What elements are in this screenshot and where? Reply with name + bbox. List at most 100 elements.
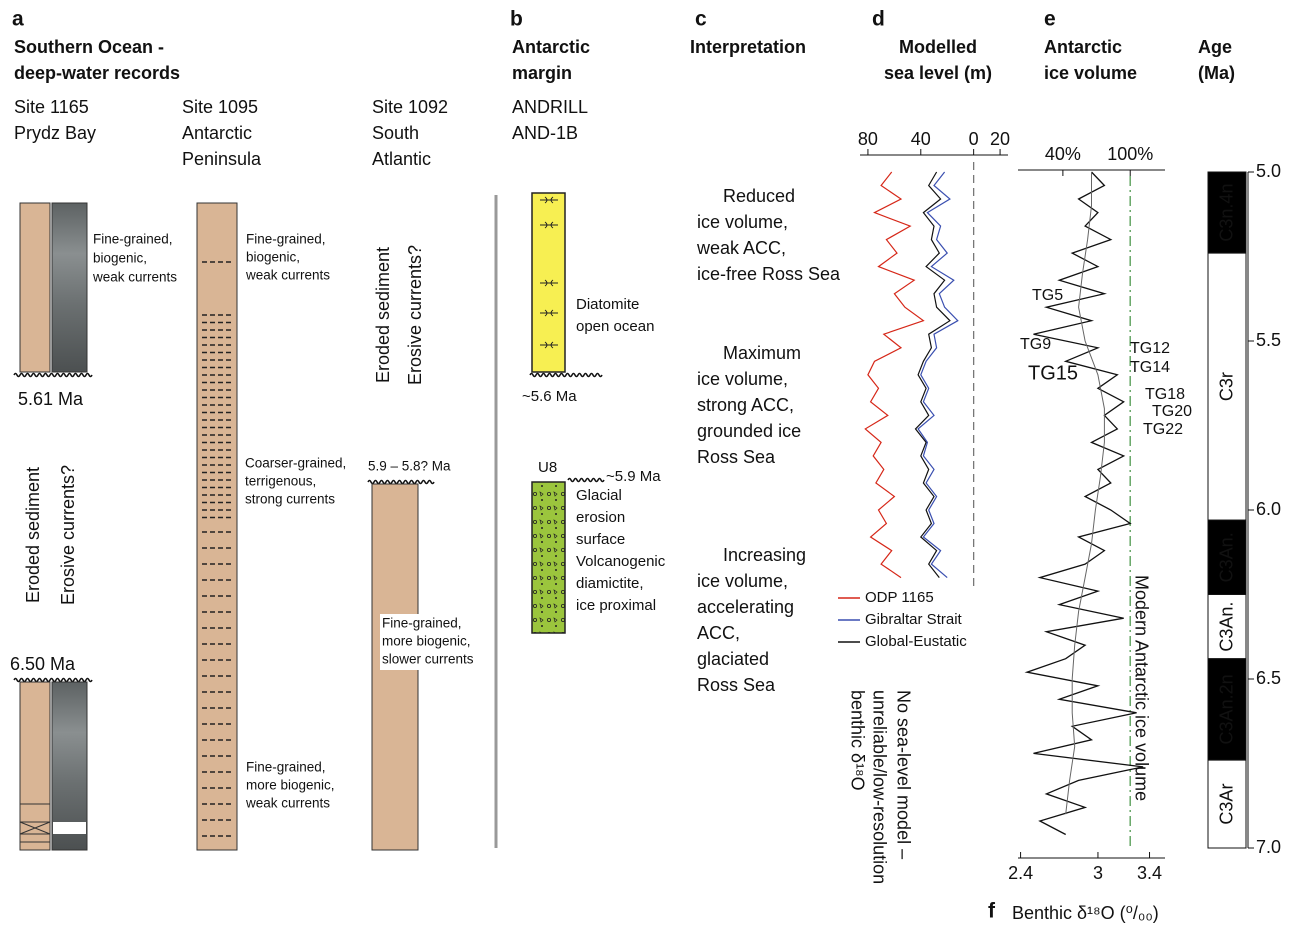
note: No sea-level model – <box>893 690 913 859</box>
core-column <box>196 202 238 851</box>
chron-label: C3An. <box>1217 532 1237 582</box>
chron-label: C3Ar <box>1217 784 1237 825</box>
panel-title: Modelled <box>899 37 977 57</box>
chron <box>1207 759 1247 849</box>
site-name: Peninsula <box>182 149 262 169</box>
note: terrigenous, <box>245 474 316 489</box>
unconformity <box>13 372 93 378</box>
legend-label: Global-Eustatic <box>865 633 967 650</box>
note: Fine-grained, <box>93 232 173 247</box>
panel-label: f <box>988 900 996 923</box>
diatom-symbol <box>540 341 558 349</box>
note: Fine-grained, <box>382 616 462 631</box>
site-name: Prydz Bay <box>14 123 96 143</box>
site-name: Site 1092 <box>372 97 448 117</box>
interpretation: Ross Sea <box>697 447 776 467</box>
unit-label: surface <box>576 531 625 548</box>
unit-label: diamictite, <box>576 575 644 592</box>
chron-label: C3An. <box>1217 602 1237 652</box>
x-tick-label: 3.4 <box>1137 863 1162 883</box>
gap-label: Erosive currents? <box>58 465 78 605</box>
core-photo-gap <box>53 822 86 834</box>
x2-tick-label: 100% <box>1107 144 1153 164</box>
event-label: TG22 <box>1143 421 1183 438</box>
series-line <box>864 171 925 579</box>
event-label: TG9 <box>1020 336 1051 353</box>
panel-title: Antarctic <box>1044 37 1122 57</box>
age-label: ~5.6 Ma <box>522 388 577 405</box>
series-line <box>1024 171 1144 836</box>
x-tick-label: 40 <box>911 129 931 149</box>
unit-label: ice proximal <box>576 597 656 614</box>
age-label: 5.9 – 5.8? Ma <box>368 459 451 474</box>
reference-label: Modern Antarctic ice volume <box>1131 575 1151 801</box>
axis-title: (Ma) <box>1198 63 1235 83</box>
panel-title: margin <box>512 63 572 83</box>
x-tick-label: 0 <box>969 129 979 149</box>
x-tick-label: 3 <box>1093 863 1103 883</box>
chron-label: C3n.4n <box>1217 184 1237 242</box>
panel-label: b <box>510 8 523 31</box>
y-tick-label: 7.0 <box>1256 837 1281 857</box>
event-label: TG14 <box>1130 359 1170 376</box>
interpretation: accelerating <box>697 597 794 617</box>
chron <box>1207 171 1247 254</box>
interpretation: ice-free Ross Sea <box>697 264 841 284</box>
unconformity <box>367 479 435 485</box>
core-photo <box>51 202 88 373</box>
series-line <box>1065 172 1105 815</box>
interpretation: Reduced <box>723 186 795 206</box>
diatom-symbol <box>540 196 558 204</box>
gap-label: Erosive currents? <box>405 245 425 385</box>
interpretation: grounded ice <box>697 421 801 441</box>
note: biogenic, <box>246 250 300 265</box>
diatom-symbol <box>540 221 558 229</box>
diatom-symbol <box>540 279 558 287</box>
panel-title: Antarctic <box>512 37 590 57</box>
note: weak currents <box>92 270 177 285</box>
interpretation: Maximum <box>723 343 801 363</box>
y-tick-label: 6.0 <box>1256 499 1281 519</box>
panel-title: Interpretation <box>690 37 806 57</box>
note: biogenic, <box>93 251 147 266</box>
chron <box>1207 658 1247 761</box>
site-name: South <box>372 123 419 143</box>
chron-label: C3r <box>1217 372 1237 401</box>
site-name: Antarctic <box>182 123 252 143</box>
diamictite-unit <box>531 481 566 634</box>
interpretation: Ross Sea <box>697 675 776 695</box>
note: Coarser-grained, <box>245 456 346 471</box>
interpretation: glaciated <box>697 649 769 669</box>
y-tick-label: 6.5 <box>1256 668 1281 688</box>
site-name: AND-1B <box>512 123 578 143</box>
x2-tick-label: 40% <box>1045 144 1081 164</box>
y-tick-label: 5.5 <box>1256 330 1281 350</box>
note: weak currents <box>245 796 330 811</box>
axis-title: Benthic δ¹⁸O (⁰/₀₀) <box>1012 903 1159 923</box>
x-tick-label: 2.4 <box>1008 863 1033 883</box>
core-column <box>19 202 51 373</box>
age-label: 5.61 Ma <box>18 389 84 409</box>
note: Fine-grained, <box>246 760 326 775</box>
event-label: TG20 <box>1152 403 1192 420</box>
note: slower currents <box>382 652 474 667</box>
unconformity <box>529 372 603 378</box>
chron <box>1207 252 1247 521</box>
y-tick-label: 5.0 <box>1256 161 1281 181</box>
note: more biogenic, <box>246 778 335 793</box>
interpretation: weak ACC, <box>696 238 786 258</box>
panel-label: d <box>872 8 885 31</box>
note: benthic δ¹⁸O <box>847 690 867 791</box>
chron <box>1207 594 1247 660</box>
site-name: Atlantic <box>372 149 431 169</box>
interpretation: Increasing <box>723 545 806 565</box>
chron <box>1207 519 1247 596</box>
interpretation: ice volume, <box>697 369 788 389</box>
note: more biogenic, <box>382 634 471 649</box>
event-label: TG5 <box>1032 287 1063 304</box>
note: unreliable/low-resolution <box>869 690 889 884</box>
unit-label: open ocean <box>576 318 654 335</box>
core-gap <box>19 803 51 843</box>
legend-label: Gibraltar Strait <box>865 611 963 628</box>
